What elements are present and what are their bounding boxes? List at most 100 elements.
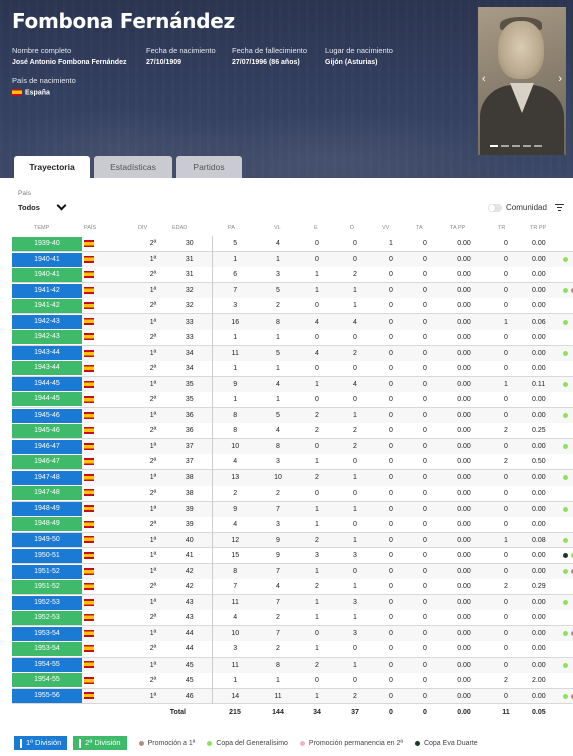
season-link[interactable]: 1945-46 [12, 408, 82, 423]
season-link[interactable]: 1944-45 [12, 377, 82, 392]
copa-dot-icon[interactable] [563, 600, 568, 606]
season-link[interactable]: 1952-53 [12, 595, 82, 610]
cell-d: 1 [336, 531, 374, 548]
copa-dot-icon[interactable] [563, 381, 568, 387]
col-ta-pp[interactable]: TA PP [450, 225, 466, 231]
col-vv[interactable]: VV [382, 225, 390, 231]
season-link[interactable]: 1952-53 [12, 610, 82, 625]
copa-dot-icon[interactable] [563, 319, 568, 325]
cell-d: 2 [336, 687, 374, 704]
cell-tr-pp: 0.08 [526, 531, 561, 548]
copa-dot-icon[interactable] [563, 662, 568, 668]
filter-icon[interactable] [554, 204, 564, 211]
carousel-dot[interactable] [534, 145, 542, 147]
tab-trayectoria[interactable]: Trayectoria [14, 156, 90, 178]
cell-vl: 7 [258, 594, 298, 611]
season-link[interactable]: 1948-49 [12, 502, 82, 517]
comunidad-toggle[interactable] [488, 203, 502, 212]
season-link[interactable]: 1953-54 [12, 641, 82, 656]
prom-dot-icon[interactable] [571, 631, 573, 637]
season-link[interactable]: 1953-54 [12, 626, 82, 641]
tab-estadisticas[interactable]: Estadísticas [94, 156, 172, 178]
cell-tr: 0 [504, 645, 508, 653]
season-link[interactable]: 1944-45 [12, 392, 82, 407]
col-d[interactable]: D [350, 225, 354, 231]
season-link[interactable]: 1955-56 [12, 689, 82, 704]
season-link[interactable]: 1951-52 [12, 564, 82, 579]
cell-vv: 0 [389, 458, 393, 466]
season-link[interactable]: 1950-51 [12, 548, 82, 563]
copa-dot-icon[interactable] [563, 288, 568, 294]
cell-tr-pp: 0.00 [532, 489, 546, 497]
birth-date-field: Fecha de nacimiento 27/10/1909 [146, 46, 216, 66]
season-link[interactable]: 1941-42 [12, 298, 82, 313]
col-tr[interactable]: TR [498, 225, 506, 231]
col-tr-pp[interactable]: TR PP [530, 225, 547, 231]
col-pa[interactable]: PA [228, 225, 235, 231]
season-link[interactable]: 1951-52 [12, 579, 82, 594]
season-link[interactable]: 1940-41 [12, 267, 82, 282]
copa-dot-icon[interactable] [563, 350, 568, 356]
carousel-dot[interactable] [490, 145, 498, 147]
carousel-dot[interactable] [523, 145, 531, 147]
season-link[interactable]: 1943-44 [12, 361, 82, 376]
prom-dot-icon[interactable] [571, 693, 573, 699]
table-row: 1943-44 2ª 34 1 1 0 0 0 0 0.00 0 0.00 [12, 360, 573, 377]
season-link[interactable]: 1942-43 [12, 315, 82, 330]
prom-dot-icon[interactable] [571, 288, 573, 294]
copa-dot-icon[interactable] [563, 444, 568, 450]
copa-dot-icon[interactable] [563, 257, 568, 263]
col-pais[interactable]: PAÍS [84, 225, 97, 231]
cell-e: 2 [298, 531, 336, 548]
season-link[interactable]: 1947-48 [12, 470, 82, 485]
spain-flag-icon [84, 552, 94, 559]
cell-vl: 11 [258, 687, 298, 704]
copa-dot-icon[interactable] [563, 413, 568, 419]
carousel-dot[interactable] [512, 145, 520, 147]
carousel-next-icon[interactable]: › [558, 73, 562, 85]
prom-dot-icon[interactable] [571, 569, 573, 575]
country-filter-select[interactable]: Todos [18, 200, 67, 212]
cell-vv: 0 [389, 645, 393, 653]
season-link[interactable]: 1940-41 [12, 252, 82, 267]
copa-dot-icon[interactable] [571, 553, 573, 559]
col-vl[interactable]: VL [274, 225, 281, 231]
cell-vv: 0 [389, 583, 393, 591]
season-link[interactable]: 1949-50 [12, 533, 82, 548]
season-link[interactable]: 1954-55 [12, 658, 82, 673]
season-link[interactable]: 1945-46 [12, 423, 82, 438]
carousel-dot[interactable] [501, 145, 509, 147]
player-photo-carousel[interactable]: ‹ › [478, 7, 566, 155]
season-link[interactable]: 1946-47 [12, 454, 82, 469]
copa-dot-icon[interactable] [563, 475, 568, 481]
col-ta[interactable]: TA [416, 225, 423, 231]
season-link[interactable]: 1947-48 [12, 486, 82, 501]
tab-partidos[interactable]: Partidos [176, 156, 242, 178]
col-e[interactable]: E [314, 225, 318, 231]
season-link[interactable]: 1942-43 [12, 330, 82, 345]
carousel-prev-icon[interactable]: ‹ [482, 73, 486, 85]
eva-dot-icon[interactable] [563, 553, 568, 559]
season-link[interactable]: 1954-55 [12, 673, 82, 688]
season-link[interactable]: 1943-44 [12, 346, 82, 361]
col-temp[interactable]: TEMP [34, 225, 50, 231]
table-row: 1945-46 2ª 36 8 4 2 2 0 0 0.00 2 0.25 [12, 423, 573, 439]
copa-dot-icon[interactable] [563, 569, 568, 575]
spain-flag-icon [84, 630, 94, 638]
country-filter[interactable]: País Todos [18, 190, 67, 212]
copa-dot-icon[interactable] [563, 631, 568, 637]
season-link[interactable]: 1939-40 [12, 236, 82, 251]
cell-div: 2ª [149, 520, 157, 528]
season-link[interactable]: 1948-49 [12, 517, 82, 532]
copa-dot-icon[interactable] [563, 693, 568, 699]
season-link[interactable]: 1941-42 [12, 283, 82, 298]
col-div[interactable]: DIV [138, 225, 148, 231]
cell-ta: 0 [423, 645, 427, 653]
season-link[interactable]: 1946-47 [12, 439, 82, 454]
cell-vv: 0 [374, 282, 408, 299]
col-edad[interactable]: EDAD [172, 225, 188, 231]
copa-dot-icon[interactable] [563, 506, 568, 512]
cell-div: 2ª [149, 489, 157, 497]
copa-dot-icon[interactable] [563, 537, 568, 543]
cell-pa: 4 [211, 610, 258, 626]
